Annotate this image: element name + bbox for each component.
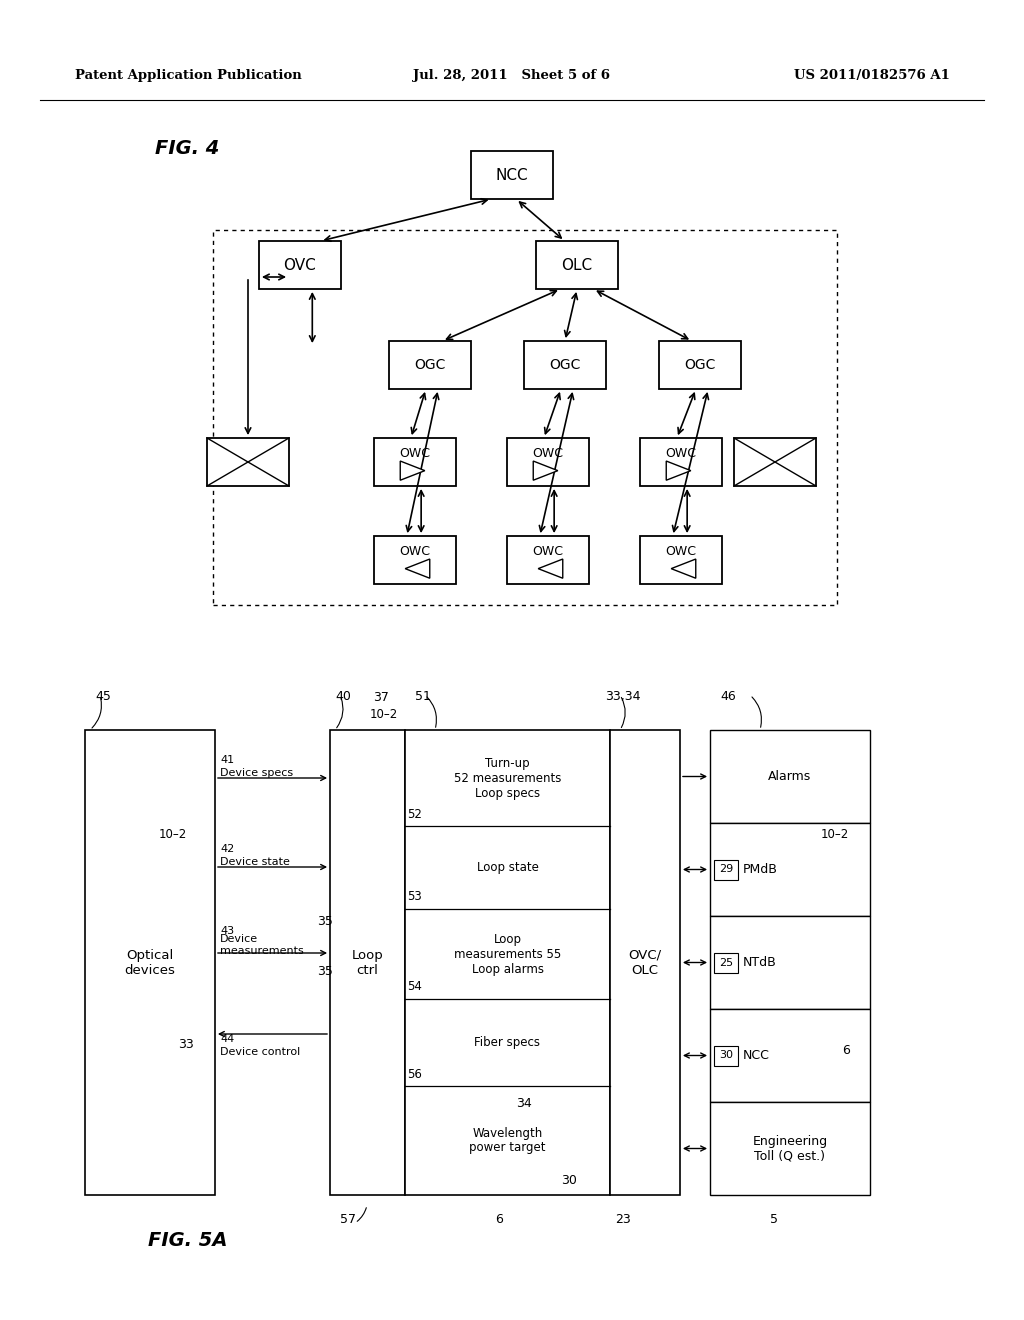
Bar — [640, 438, 722, 486]
Bar — [710, 822, 870, 916]
Bar — [734, 438, 816, 486]
Text: 37: 37 — [373, 690, 389, 704]
Text: Device control: Device control — [220, 1047, 300, 1057]
Text: OWC: OWC — [666, 545, 696, 558]
Bar — [259, 242, 341, 289]
Polygon shape — [667, 461, 691, 480]
Text: Optical
devices: Optical devices — [125, 949, 175, 977]
Bar — [524, 341, 606, 389]
Bar — [714, 859, 738, 879]
Text: OGC: OGC — [415, 358, 445, 372]
Text: 5: 5 — [770, 1213, 778, 1226]
Text: 40: 40 — [335, 690, 351, 704]
Text: Device specs: Device specs — [220, 768, 293, 777]
Bar — [536, 242, 618, 289]
Text: NCC: NCC — [743, 1049, 770, 1063]
Bar — [85, 730, 215, 1195]
Bar — [389, 341, 471, 389]
Bar — [640, 536, 722, 583]
Bar — [710, 1102, 870, 1195]
Bar — [710, 1008, 870, 1102]
Text: 57: 57 — [340, 1213, 356, 1226]
Text: 10–2: 10–2 — [159, 828, 187, 841]
Text: 35: 35 — [317, 965, 333, 978]
Text: 25: 25 — [719, 957, 733, 968]
Text: OWC: OWC — [399, 545, 430, 558]
Text: 30: 30 — [561, 1173, 577, 1187]
Text: PMdB: PMdB — [743, 863, 778, 876]
Polygon shape — [400, 461, 425, 480]
Text: 43: 43 — [220, 927, 234, 936]
Bar — [710, 730, 870, 822]
Text: OGC: OGC — [549, 358, 581, 372]
Text: 46: 46 — [720, 690, 736, 704]
Text: 33,34: 33,34 — [605, 690, 640, 704]
Text: 54: 54 — [407, 981, 422, 994]
Text: 52: 52 — [407, 808, 422, 821]
Text: Device
measurements: Device measurements — [220, 935, 304, 956]
Text: 23: 23 — [615, 1213, 631, 1226]
Text: OVC: OVC — [284, 257, 316, 272]
Text: US 2011/0182576 A1: US 2011/0182576 A1 — [795, 69, 950, 82]
Text: OWC: OWC — [399, 447, 430, 459]
Text: 10–2: 10–2 — [821, 828, 849, 841]
Text: Patent Application Publication: Patent Application Publication — [75, 69, 302, 82]
Bar — [406, 730, 610, 1195]
Text: FIG. 4: FIG. 4 — [155, 139, 219, 157]
Bar — [659, 341, 741, 389]
Bar — [330, 730, 406, 1195]
Text: Fiber specs: Fiber specs — [474, 1036, 541, 1049]
Bar — [471, 150, 553, 199]
Text: Jul. 28, 2011   Sheet 5 of 6: Jul. 28, 2011 Sheet 5 of 6 — [414, 69, 610, 82]
Text: OVC/
OLC: OVC/ OLC — [629, 949, 662, 977]
Text: 34: 34 — [516, 1097, 531, 1110]
Text: 42: 42 — [220, 843, 234, 854]
Polygon shape — [406, 560, 430, 578]
Text: 41: 41 — [220, 755, 234, 766]
Bar — [714, 953, 738, 973]
Bar — [374, 438, 456, 486]
Text: 35: 35 — [317, 915, 333, 928]
Polygon shape — [539, 560, 563, 578]
Text: Alarms: Alarms — [768, 770, 812, 783]
Polygon shape — [671, 560, 695, 578]
Text: OWC: OWC — [532, 447, 563, 459]
Text: 44: 44 — [220, 1034, 234, 1044]
Bar — [213, 230, 837, 605]
Text: 33: 33 — [178, 1039, 194, 1052]
Polygon shape — [534, 461, 558, 480]
Text: 6: 6 — [495, 1213, 503, 1226]
Text: 53: 53 — [407, 891, 422, 903]
Text: Device state: Device state — [220, 857, 290, 867]
Text: NTdB: NTdB — [743, 956, 777, 969]
Text: 10–2: 10–2 — [370, 708, 398, 721]
Text: Turn-up
52 measurements
Loop specs: Turn-up 52 measurements Loop specs — [454, 756, 561, 800]
Text: FIG. 5A: FIG. 5A — [148, 1230, 227, 1250]
Bar — [207, 438, 289, 486]
Bar — [714, 1045, 738, 1065]
Text: 51: 51 — [415, 690, 431, 704]
Bar — [610, 730, 680, 1195]
Text: OLC: OLC — [561, 257, 593, 272]
Text: Loop state: Loop state — [476, 861, 539, 874]
Bar — [507, 536, 589, 583]
Text: NCC: NCC — [496, 168, 528, 182]
Text: Wavelength
power target: Wavelength power target — [469, 1126, 546, 1155]
Text: 6: 6 — [842, 1044, 850, 1056]
Text: Engineering
Toll (Q est.): Engineering Toll (Q est.) — [753, 1134, 827, 1163]
Text: Loop
measurements 55
Loop alarms: Loop measurements 55 Loop alarms — [454, 932, 561, 975]
Text: 30: 30 — [719, 1051, 733, 1060]
Text: OWC: OWC — [532, 545, 563, 558]
Bar — [374, 536, 456, 583]
Text: OWC: OWC — [666, 447, 696, 459]
Text: 56: 56 — [407, 1068, 422, 1081]
Bar — [507, 438, 589, 486]
Text: 29: 29 — [719, 865, 733, 874]
Bar — [710, 916, 870, 1008]
Text: Loop
ctrl: Loop ctrl — [351, 949, 383, 977]
Text: OGC: OGC — [684, 358, 716, 372]
Text: 45: 45 — [95, 690, 111, 704]
